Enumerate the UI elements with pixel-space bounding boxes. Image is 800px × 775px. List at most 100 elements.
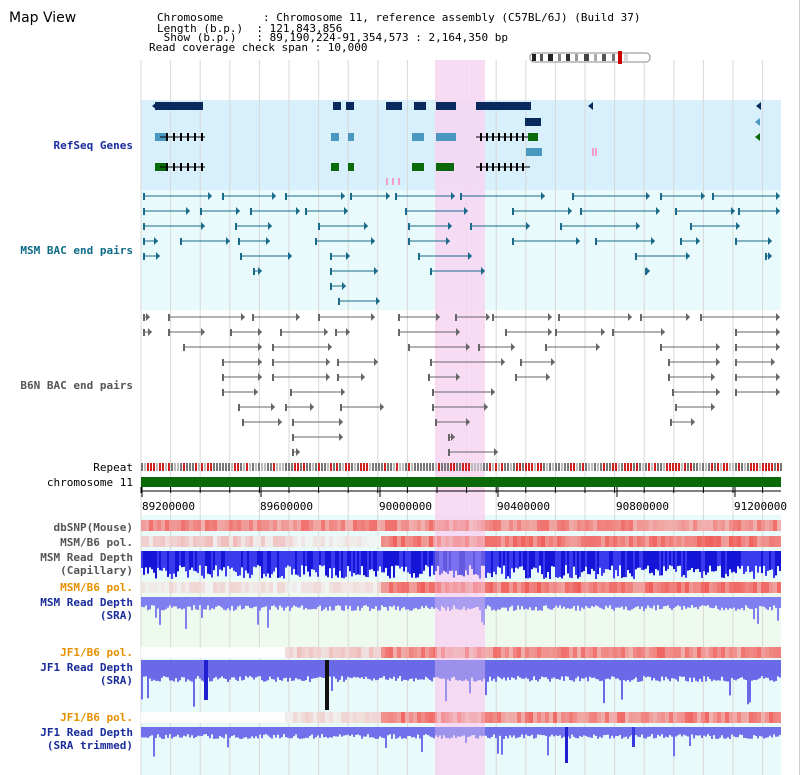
jf1-trimmed-depth	[477, 727, 479, 739]
track-label-msm-depth-cap-1[interactable]: MSM Read Depth	[40, 551, 133, 564]
jf1-sra-depth	[461, 660, 463, 682]
dbsnp-cell	[441, 520, 445, 531]
b6n-bac-pair-end	[735, 329, 737, 336]
jf1-trimmed-depth	[763, 727, 765, 739]
msm-sra-depth	[343, 597, 345, 611]
axis-tick-label: 89200000	[142, 500, 195, 513]
jf1-sra-depth	[519, 660, 521, 678]
msm-pol2-cell	[221, 582, 225, 593]
msm-sra-depth	[143, 597, 145, 608]
track-label-jf1-pol-2[interactable]: JF1/B6 pol.	[60, 711, 133, 724]
jf1-trimmed-depth	[319, 727, 321, 738]
gene-exon	[510, 163, 512, 171]
dbsnp-cell	[533, 520, 537, 531]
jf1-sra-depth	[427, 660, 429, 679]
msm-sra-depth	[197, 597, 199, 610]
msm-pol2-cell	[585, 582, 589, 593]
jf1-pol2-cell	[281, 712, 285, 723]
jf1-sra-depth	[349, 660, 351, 678]
ideogram-band	[575, 54, 578, 61]
dbsnp-cell	[593, 520, 597, 531]
jf1-trimmed-depth	[507, 727, 509, 739]
msm-pol-cell	[537, 536, 541, 547]
track-label-b6n-bac[interactable]: B6N BAC end pairs	[20, 379, 133, 392]
jf1-trimmed-depth	[745, 727, 747, 739]
msm-pol2-cell	[529, 582, 533, 593]
msm-pol-cell	[257, 536, 261, 547]
jf1-trimmed-depth	[553, 727, 555, 737]
msm-sra-depth	[349, 597, 351, 606]
b6n-bac-pair-end	[328, 343, 332, 351]
repeat-block	[444, 463, 446, 471]
jf1-trimmed-depth	[489, 727, 491, 739]
track-label-chromosome[interactable]: chromosome 11	[46, 476, 133, 489]
jf1-trimmed-depth	[369, 727, 371, 738]
msm-sra-depth	[335, 597, 337, 607]
track-label-jf1-depth-sra-1[interactable]: JF1 Read Depth	[40, 661, 133, 674]
jf1-sra-depth	[357, 660, 359, 678]
jf1-sra-depth	[277, 660, 279, 678]
msm-pol2-cell	[257, 582, 261, 593]
msm-pol2-cell	[213, 582, 217, 593]
msm-pol-cell	[421, 536, 425, 547]
track-label-refseq[interactable]: RefSeq Genes	[53, 139, 133, 152]
msm-pol2-cell	[501, 582, 505, 593]
jf1-sra-depth	[365, 660, 367, 677]
repeat-block	[540, 463, 542, 471]
msm-capillary-depth	[185, 551, 187, 572]
msm-capillary-depth	[573, 551, 575, 567]
jf1-sra-depth-spike	[325, 660, 329, 710]
ideogram-band	[594, 54, 597, 61]
jf1-sra-depth	[709, 660, 711, 680]
jf1-trimmed-depth	[573, 727, 575, 737]
track-label-msm-bac[interactable]: MSM BAC end pairs	[20, 244, 133, 257]
track-label-jf1-depth-trim-1[interactable]: JF1 Read Depth	[40, 726, 133, 739]
track-label-msm-pol-1[interactable]: MSM/B6 pol.	[60, 536, 133, 549]
repeat-block	[336, 463, 338, 471]
jf1-trimmed-depth	[217, 727, 219, 739]
jf1-pol2-cell	[625, 712, 629, 723]
jf1-trimmed-depth	[281, 727, 283, 738]
b6n-bac-pair-end	[501, 358, 505, 366]
repeat-block	[711, 463, 713, 471]
jf1-pol2-cell	[497, 712, 501, 723]
track-label-msm-pol-2[interactable]: MSM/B6 pol.	[60, 581, 133, 594]
msm-pol-cell	[617, 536, 621, 547]
msm-pol2-cell	[317, 582, 321, 593]
jf1-pol-cell	[321, 647, 325, 658]
repeat-block	[393, 463, 395, 471]
msm-sra-depth	[629, 597, 631, 611]
jf1-sra-depth	[409, 660, 411, 679]
msm-bac-pair-end	[736, 222, 740, 230]
jf1-sra-depth	[283, 660, 285, 679]
msm-sra-depth	[177, 597, 179, 609]
gene-exon	[522, 133, 524, 141]
track-label-msm-depth-sra-1[interactable]: MSM Read Depth	[40, 596, 133, 609]
b6n-bac-pair-end	[776, 388, 780, 396]
jf1-pol-cell	[629, 647, 633, 658]
jf1-sra-depth	[463, 660, 465, 681]
msm-capillary-depth	[183, 551, 185, 567]
msm-sra-depth	[249, 597, 251, 608]
track-label-dbsnp[interactable]: dbSNP(Mouse)	[53, 521, 133, 534]
msm-pol2-cell	[445, 582, 449, 593]
jf1-trimmed-depth	[397, 727, 399, 738]
jf1-trimmed-depth	[241, 727, 243, 739]
msm-pol2-cell	[609, 582, 613, 593]
msm-capillary-depth	[375, 551, 377, 577]
jf1-sra-depth	[773, 660, 775, 682]
jf1-trimmed-depth	[157, 727, 159, 735]
msm-sra-depth	[663, 597, 665, 607]
jf1-trimmed-depth	[759, 727, 761, 736]
track-label-jf1-pol-1[interactable]: JF1/B6 pol.	[60, 646, 133, 659]
repeat-block	[681, 463, 683, 471]
jf1-trimmed-depth	[641, 727, 643, 735]
track-label-repeat[interactable]: Repeat	[93, 461, 133, 474]
jf1-trimmed-depth	[195, 727, 197, 738]
jf1-sra-depth	[433, 660, 435, 678]
msm-pol-cell	[401, 536, 405, 547]
msm-sra-depth	[643, 597, 645, 611]
dbsnp-cell	[413, 520, 417, 531]
